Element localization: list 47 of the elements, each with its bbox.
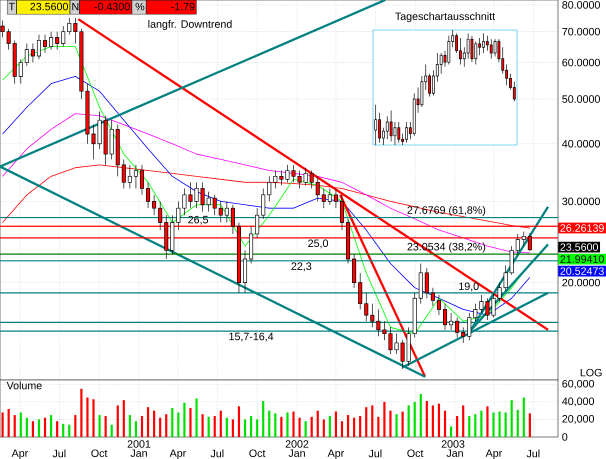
- x-tick-label: Jul: [52, 449, 66, 458]
- y-tick-label: 20,000: [562, 415, 594, 424]
- y-tick-label: 60,000: [562, 380, 594, 389]
- annotation: 21.99410: [560, 255, 604, 263]
- annotation: T: [8, 2, 15, 10]
- ref-line-label: 22,3: [291, 262, 312, 272]
- x-tick-label: Jan: [288, 449, 305, 457]
- x-tick-label: Jul: [368, 449, 382, 458]
- x-tick-label: Apr: [170, 449, 186, 459]
- x-tick-label: Oct: [249, 449, 266, 458]
- annotation: N: [72, 2, 78, 10]
- ref-line-label: 15,7-16,4: [229, 332, 274, 342]
- x-tick-label: Jul: [210, 449, 224, 458]
- x-tick-label: Apr: [486, 449, 502, 459]
- y-tick-label: 30.0000: [562, 198, 600, 206]
- text: 2003: [442, 440, 464, 448]
- y-tick-label: 60.0000: [562, 58, 600, 66]
- ref-line-label: 25,0: [308, 240, 328, 248]
- y-tick-label: 50.0000: [562, 95, 600, 103]
- text: 2001: [128, 440, 150, 448]
- text: 2002: [286, 440, 308, 448]
- annotation: langfr. Downtrend: [148, 20, 232, 30]
- annotation: 26.26139: [560, 224, 604, 232]
- y-tick-label: 40.0000: [562, 140, 600, 148]
- annotation: -1.79: [171, 2, 195, 10]
- annotation: -0.4300: [94, 2, 130, 10]
- x-tick-label: Jan: [130, 449, 147, 457]
- ref-line-label: 26,5: [188, 216, 208, 225]
- annotation: 23.5600: [30, 2, 68, 10]
- y-tick-label: 20.0000: [562, 278, 600, 286]
- x-tick-label: Jul: [526, 449, 540, 458]
- x-tick-label: Oct: [91, 449, 108, 458]
- annotation: %: [136, 2, 144, 10]
- annotation: 23.5600: [560, 243, 598, 251]
- chart-title: Tageschartausschnitt: [395, 12, 496, 22]
- ref-line-label: 19,0: [459, 282, 479, 292]
- x-tick-label: Apr: [12, 449, 28, 459]
- annotation: 20.52473: [560, 267, 604, 275]
- x-tick-label: Oct: [407, 449, 424, 458]
- y-tick-label: 70.0000: [562, 28, 600, 36]
- x-tick-label: Apr: [328, 449, 344, 459]
- text: LOG: [580, 368, 602, 376]
- y-tick-label: 0: [562, 433, 568, 441]
- y-tick-label: 80.0000: [562, 1, 600, 9]
- y-tick-label: 40,000: [562, 398, 594, 406]
- x-tick-label: Jan: [446, 449, 463, 457]
- chart-title: Volume: [6, 382, 42, 390]
